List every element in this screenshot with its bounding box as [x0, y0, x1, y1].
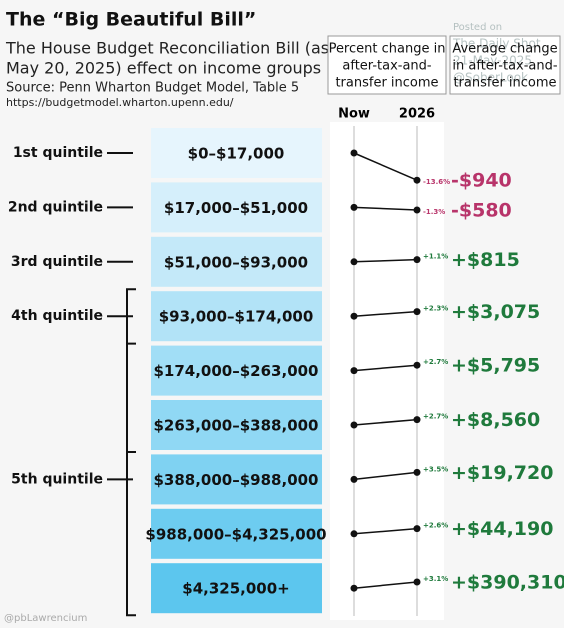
- header-box: [449, 35, 561, 95]
- header: Percent change in: [329, 42, 446, 57]
- income-box: [151, 454, 322, 505]
- group-bracket: [126, 342, 136, 617]
- percent-label: -13.6%: [423, 178, 450, 186]
- now-point: [350, 530, 358, 538]
- dollar-label: +$44,190: [451, 518, 553, 540]
- group-label: 5th quintile: [11, 471, 103, 487]
- end-point: [413, 308, 421, 316]
- dollar-label: +$390,310: [451, 572, 564, 594]
- source: Source: Penn Wharton Budget Model, Table…: [6, 81, 299, 96]
- end-point: [413, 525, 421, 533]
- percent-label: +2.7%: [423, 413, 448, 421]
- header: transfer income: [335, 76, 438, 91]
- subtitle: The House Budget Reconciliation Bill (as…: [5, 39, 350, 58]
- chart-title: The “Big Beautiful Bill”: [6, 9, 256, 31]
- slope-line: [353, 364, 418, 372]
- group-label: 1st quintile: [13, 145, 103, 161]
- end-point: [413, 206, 421, 214]
- subtitle: May 20, 2025) effect on income groups: [6, 59, 321, 78]
- header: after-tax-and-: [342, 59, 432, 74]
- watermark: 21-May-2025: [453, 54, 532, 68]
- income-box: [151, 400, 322, 450]
- income-range: $4,325,000+: [182, 580, 289, 598]
- dollar-label: -$580: [451, 200, 512, 222]
- credit: @pbLawrencium: [4, 613, 87, 624]
- dollar-label: +$8,560: [451, 409, 540, 431]
- dollar-label: -$940: [451, 170, 512, 192]
- now-point: [350, 367, 358, 375]
- income-range: $988,000–$4,325,000: [145, 525, 326, 543]
- income-box: [151, 508, 322, 559]
- slope-line: [353, 206, 418, 211]
- header: Average change: [452, 42, 557, 57]
- slope-line: [353, 581, 418, 589]
- percent-label: +1.1%: [423, 253, 448, 261]
- dollar-label: +$815: [451, 249, 520, 271]
- income-range: $174,000–$263,000: [153, 362, 318, 380]
- income-range: $51,000–$93,000: [164, 253, 308, 271]
- end-point: [413, 256, 421, 264]
- now-point: [350, 312, 358, 320]
- slope-line: [353, 471, 418, 481]
- column-label: Now: [338, 107, 370, 122]
- slope-line: [353, 527, 418, 535]
- header: in after-tax-and-: [452, 59, 558, 74]
- income-box: [151, 128, 322, 178]
- income-range: $388,000–$988,000: [153, 471, 318, 489]
- url: https://budgetmodel.wharton.upenn.edu/: [6, 96, 234, 109]
- end-point: [413, 176, 421, 184]
- slope-line: [353, 258, 418, 263]
- slope-line: [353, 152, 418, 181]
- now-point: [350, 584, 358, 592]
- now-point: [350, 203, 358, 211]
- watermark: The Daily Shot: [452, 37, 541, 51]
- watermark: @SoberLook: [453, 71, 528, 85]
- income-box: [151, 291, 322, 342]
- income-box: [151, 236, 322, 287]
- header-box: [327, 35, 447, 95]
- percent-label: +2.6%: [423, 522, 448, 530]
- percent-label: +3.1%: [423, 575, 448, 583]
- group-label: 3rd quintile: [11, 254, 103, 270]
- header: transfer income: [453, 76, 556, 91]
- watermark: Posted on: [453, 22, 502, 33]
- now-point: [350, 475, 358, 483]
- percent-label: +3.5%: [423, 465, 448, 473]
- slope-line: [353, 310, 418, 317]
- slope-panel: [330, 122, 444, 620]
- dollar-label: +$5,795: [451, 355, 540, 377]
- income-range: $0–$17,000: [188, 145, 285, 163]
- percent-label: +2.7%: [423, 358, 448, 366]
- income-box: [151, 563, 322, 614]
- end-point: [413, 361, 421, 369]
- now-point: [350, 258, 358, 266]
- percent-label: -1.3%: [423, 208, 445, 216]
- now-point: [350, 149, 358, 157]
- slope-line: [353, 418, 418, 426]
- end-point: [413, 578, 421, 586]
- income-range: $93,000–$174,000: [159, 308, 314, 326]
- income-range: $17,000–$51,000: [164, 199, 308, 217]
- group-label: 2nd quintile: [8, 199, 103, 215]
- income-box: [151, 345, 322, 396]
- dollar-label: +$19,720: [451, 462, 553, 484]
- end-point: [413, 416, 421, 424]
- percent-label: +2.3%: [423, 305, 448, 313]
- column-label: 2026: [399, 107, 435, 122]
- income-box: [151, 182, 322, 233]
- group-label: 4th quintile: [11, 308, 103, 324]
- income-range: $263,000–$388,000: [153, 417, 318, 435]
- end-point: [413, 468, 421, 476]
- dollar-label: +$3,075: [451, 301, 540, 323]
- now-point: [350, 421, 358, 429]
